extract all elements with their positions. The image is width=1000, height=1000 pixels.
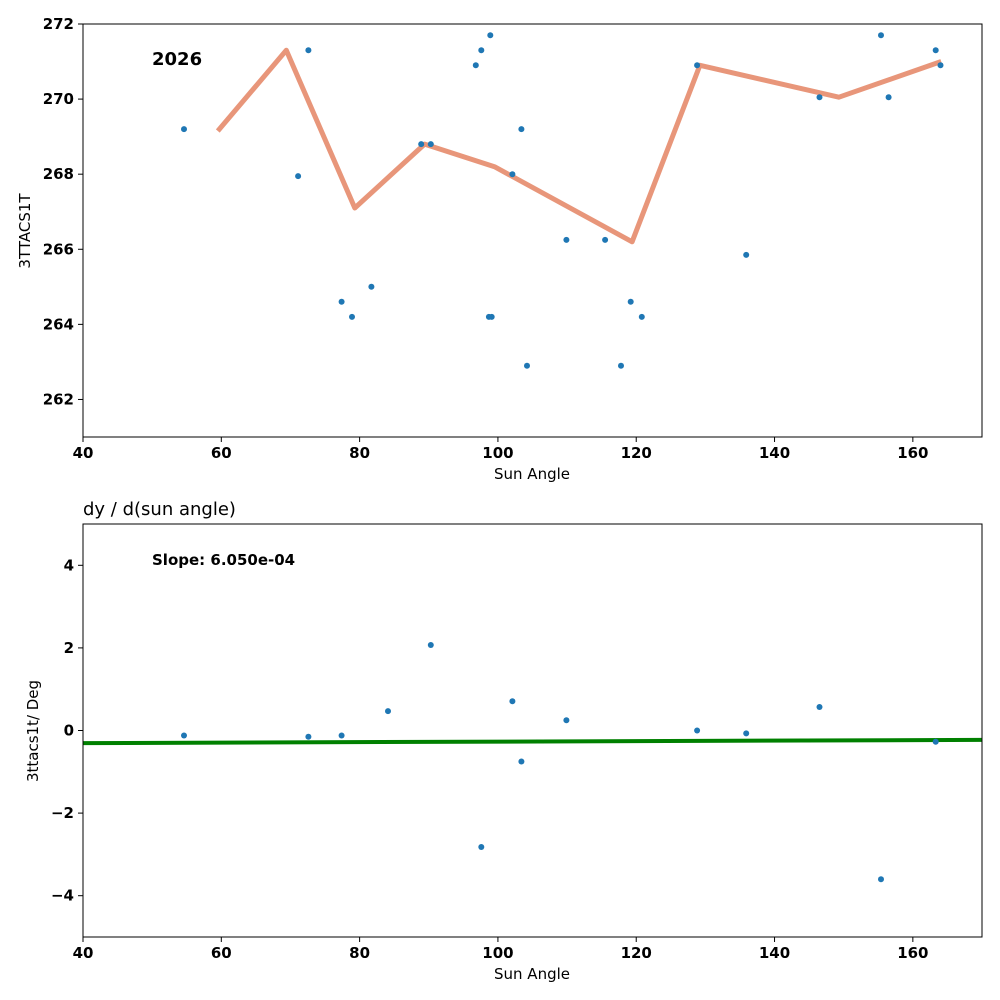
top-data-point	[694, 62, 701, 69]
top-data-point	[618, 362, 624, 369]
bottom-data-point	[181, 732, 187, 739]
bottom-data-point	[816, 704, 823, 710]
bottom-data-point	[694, 727, 701, 734]
bottom-data-point	[478, 844, 485, 850]
bottom-x-tick-label: 40	[73, 944, 94, 962]
top-data-point	[816, 94, 823, 101]
bottom-fit-line	[83, 737, 982, 746]
top-y-axis-label: 3TTACS1T	[16, 193, 34, 269]
top-x-tick-label: 40	[73, 444, 94, 462]
bottom-y-tick-label: −4	[51, 887, 74, 905]
bottom-plot-area	[83, 642, 982, 883]
bottom-data-point	[385, 708, 391, 715]
top-data-point	[602, 236, 609, 243]
top-y-tick-label: 266	[43, 240, 74, 258]
bottom-data-point	[338, 732, 345, 739]
top-data-point	[472, 62, 479, 69]
top-x-tick-label: 80	[349, 444, 370, 462]
top-y-tick-label: 268	[43, 165, 74, 183]
top-y-tick-label: 264	[43, 315, 74, 333]
bottom-y-axis-label: 3ttacs1t/ Deg	[24, 680, 42, 782]
top-x-tick-label: 120	[621, 444, 652, 462]
bottom-x-tick-label: 60	[211, 944, 232, 962]
top-data-point	[518, 126, 525, 133]
bottom-data-point	[427, 642, 434, 648]
bottom-y-tick-label: 4	[64, 556, 74, 574]
bottom-data-point	[878, 876, 884, 883]
top-x-tick-label: 140	[759, 444, 790, 462]
top-data-point	[368, 283, 375, 290]
top-y-tick-label: 270	[43, 90, 74, 108]
top-data-point	[878, 32, 884, 39]
bottom-x-axis-label: Sun Angle	[494, 965, 570, 983]
top-data-point	[638, 313, 645, 320]
bottom-x-tick-label: 100	[482, 944, 513, 962]
bottom-data-point	[509, 698, 516, 705]
top-data-point	[743, 251, 750, 258]
top-data-point	[295, 173, 302, 180]
top-x-axis-label: Sun Angle	[494, 465, 570, 483]
top-data-point	[349, 313, 355, 320]
top-data-point	[937, 62, 944, 69]
top-data-point	[627, 298, 634, 305]
bottom-y-tick-label: 2	[64, 639, 74, 657]
top-panel: 2026 Sun Angle 3TTACS1T 40 60 80 100 120 140 1…	[16, 15, 983, 483]
top-x-tick-label: 100	[482, 444, 513, 462]
top-year-annotation: 2026	[152, 49, 202, 70]
bottom-x-tick-label: 80	[349, 944, 370, 962]
top-data-point	[885, 94, 892, 101]
top-axes-frame	[82, 23, 983, 438]
top-data-point	[305, 47, 312, 54]
top-data-point	[487, 32, 494, 39]
bottom-data-point	[563, 717, 570, 724]
top-x-tick-label: 60	[211, 444, 232, 462]
top-y-tick-label: 262	[43, 390, 74, 408]
top-data-point	[932, 47, 939, 54]
bottom-data-point	[932, 738, 939, 745]
bottom-chart-title: dy / d(sun angle)	[83, 499, 236, 520]
top-x-tick-label: 160	[897, 444, 928, 462]
slope-annotation: Slope: 6.050e-04	[152, 551, 295, 569]
top-plot-area	[181, 32, 944, 369]
top-data-point	[338, 298, 345, 305]
top-smoothed-line	[215, 47, 943, 245]
top-data-point	[418, 141, 425, 148]
bottom-y-tick-label: 0	[64, 722, 74, 740]
bottom-panel: dy / d(sun angle) Slope: 6.050e-04 Sun A…	[24, 499, 983, 983]
top-y-tick-label: 272	[43, 15, 74, 33]
top-data-point	[524, 362, 530, 369]
top-data-point	[478, 47, 485, 54]
bottom-x-tick-label: 120	[621, 944, 652, 962]
bottom-y-tick-label: −2	[51, 804, 74, 822]
top-data-point	[488, 313, 495, 320]
bottom-data-point	[305, 733, 312, 740]
top-data-point	[509, 171, 516, 178]
bottom-data-point	[518, 758, 525, 765]
bottom-x-tick-label: 140	[759, 944, 790, 962]
top-data-point	[563, 236, 570, 243]
top-data-point	[427, 141, 434, 148]
bottom-data-point	[743, 730, 750, 737]
top-data-point	[181, 126, 187, 133]
bottom-x-tick-label: 160	[897, 944, 928, 962]
